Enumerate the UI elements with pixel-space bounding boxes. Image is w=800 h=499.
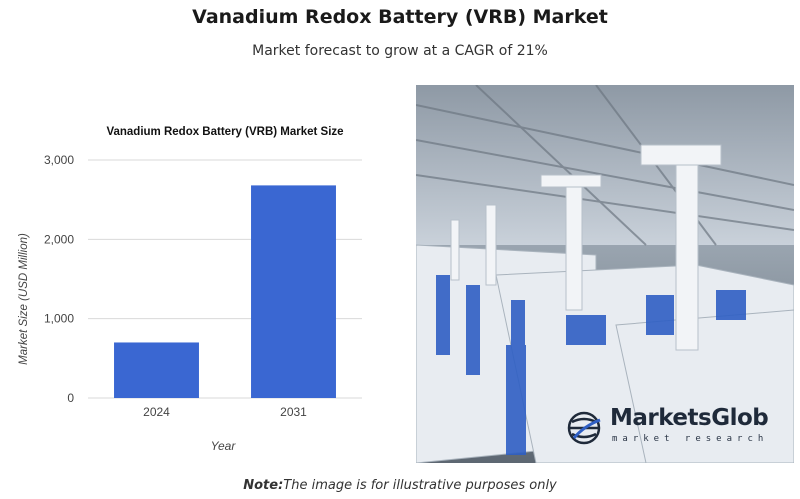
page-title: Vanadium Redox Battery (VRB) Market (192, 6, 608, 28)
note-label: Note: (243, 478, 284, 493)
x-axis-label: Year (211, 439, 237, 453)
note-text: The image is for illustrative purposes o… (283, 478, 557, 493)
page-subtitle: Market forecast to grow at a CAGR of 21% (252, 43, 548, 59)
logo-name: MarketsGlob (610, 405, 769, 431)
y-tick-label: 1,000 (44, 312, 74, 326)
logo-tagline: market research (612, 434, 769, 444)
illustration-note: Note:The image is for illustrative purpo… (0, 478, 800, 493)
market-size-chart: Vanadium Redox Battery (VRB) Market Size… (0, 110, 400, 470)
battery-storage-illustration (416, 85, 794, 463)
bar (114, 342, 199, 398)
x-tick-label: 2024 (143, 405, 170, 419)
globe-logo-icon (567, 411, 601, 445)
chart-title: Vanadium Redox Battery (VRB) Market Size (106, 126, 343, 138)
battery-storage-photo (416, 85, 794, 463)
bar (251, 185, 336, 398)
y-tick-label: 2,000 (44, 232, 74, 246)
bar-chart-svg: Vanadium Redox Battery (VRB) Market Size… (18, 126, 362, 453)
x-tick-label: 2031 (280, 405, 307, 419)
y-tick-label: 3,000 (44, 153, 74, 167)
y-tick-label: 0 (67, 391, 74, 405)
marketsglob-logo: MarketsGlob market research (566, 404, 786, 450)
y-axis-label: Market Size (USD Million) (18, 233, 30, 365)
